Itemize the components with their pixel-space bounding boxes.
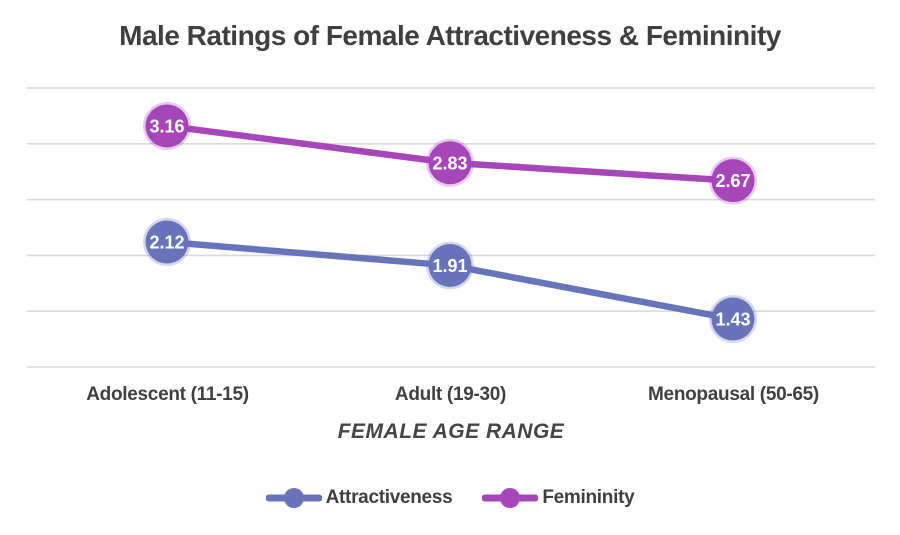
x-tick-label: Adult (19-30)	[394, 384, 507, 405]
line-chart-plot: 2.12 1.91 1.43 3.16 2.83 2.67	[27, 87, 875, 368]
legend-marker-icon	[482, 488, 539, 508]
x-tick-label: Adolescent (11-15)	[86, 384, 249, 405]
data-point-marker	[426, 138, 474, 187]
data-point-label: 1.43	[715, 310, 750, 330]
data-point-label: 2.83	[432, 153, 467, 173]
data-point-marker	[709, 156, 757, 205]
data-point-label: 2.12	[149, 233, 184, 253]
x-tick-label: Menopausal (50-65)	[648, 384, 819, 405]
data-point-marker	[143, 218, 191, 267]
chart-title: Male Ratings of Female Attractiveness & …	[119, 20, 781, 51]
x-axis-tick-labels: Adolescent (11-15) Adult (19-30) Menopau…	[0, 384, 900, 410]
data-point-label: 3.16	[149, 116, 184, 136]
data-point-label: 1.91	[432, 256, 467, 276]
legend-item-attractiveness: Attractiveness	[265, 486, 453, 510]
legend-label: Attractiveness	[325, 487, 453, 508]
data-point-marker	[143, 101, 191, 150]
legend-marker-icon	[265, 488, 322, 508]
legend-label: Femininity	[542, 487, 635, 508]
legend-item-femininity: Femininity	[482, 486, 635, 510]
data-point-marker	[426, 241, 474, 290]
x-axis-title: FEMALE AGE RANGE	[337, 420, 565, 443]
data-point-label: 2.67	[715, 171, 750, 191]
data-point-marker	[709, 295, 757, 344]
legend: Attractiveness Femininity	[0, 486, 900, 510]
